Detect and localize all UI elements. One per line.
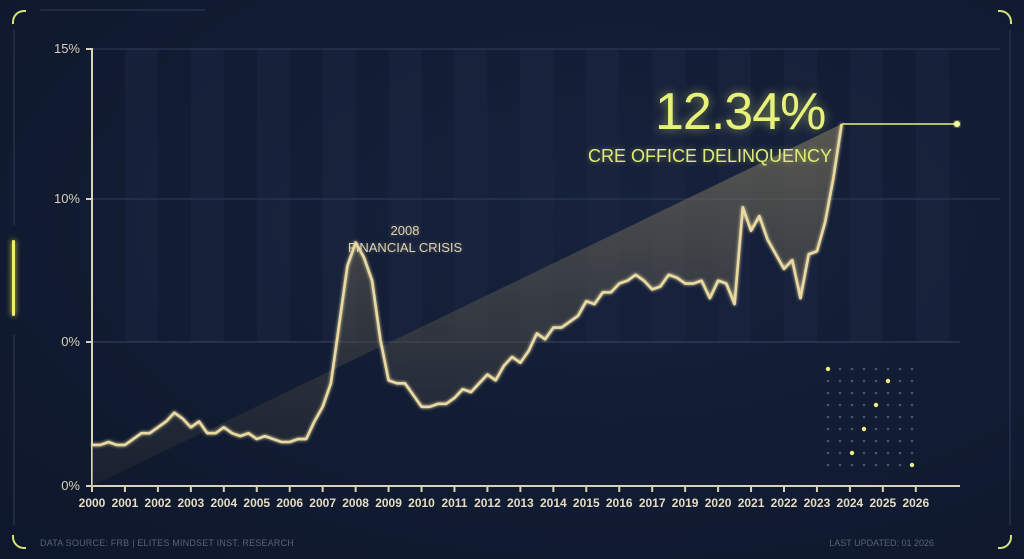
x-tick-label: 2026 (902, 496, 930, 510)
x-tick-label: 2011 (441, 496, 468, 510)
y-tick-label: 0% (61, 478, 80, 493)
corner-bracket-top-left (12, 10, 26, 24)
highlight-value: 12.34% (655, 83, 826, 141)
annotation-year: 2008 (390, 223, 420, 238)
x-tick-label: 2023 (803, 496, 831, 510)
x-tick-label: 2021 (737, 496, 765, 510)
last-updated: LAST UPDATED: 01 2026 (829, 538, 934, 548)
x-tick-label: 2003 (177, 496, 205, 510)
x-tick-label: 2012 (474, 496, 501, 510)
x-tick-label: 2007 (309, 496, 337, 510)
x-tick-label: 2005 (243, 496, 271, 510)
left-accent-bar (12, 240, 15, 316)
x-tick-label: 2016 (605, 496, 633, 510)
x-tick-label: 2006 (276, 496, 304, 510)
y-tick-label: 10% (53, 191, 80, 206)
highlight-label: CRE OFFICE DELINQUENCY (588, 146, 833, 166)
x-tick-label: 2013 (507, 496, 534, 510)
data-source: DATA SOURCE: FRB | ELITES MINDSET INST. … (40, 538, 294, 548)
x-tick-label: 2010 (408, 496, 435, 510)
x-tick-label: 2009 (375, 496, 402, 510)
x-tick-label: 2022 (770, 496, 798, 510)
x-tick-label: 2002 (144, 496, 172, 510)
x-tick-label: 2025 (869, 496, 897, 510)
x-tick-label: 2020 (704, 496, 732, 510)
x-tick-label: 2014 (539, 496, 567, 510)
x-tick-label: 2019 (671, 496, 699, 510)
x-tick-label: 2004 (210, 496, 238, 510)
x-tick-label: 2001 (111, 496, 139, 510)
x-tick-label: 2000 (78, 496, 106, 510)
corner-bracket-bottom-left (12, 535, 26, 549)
decorative-dot-grid (825, 366, 915, 468)
crisis-annotation: 2008 FINANCIAL CRISIS (340, 222, 470, 256)
x-tick-label: 2008 (342, 496, 369, 510)
y-tick-label: 0% (61, 334, 80, 349)
corner-bracket-top-right (998, 10, 1012, 24)
x-tick-label: 2017 (638, 496, 666, 510)
x-tick-label: 2024 (836, 496, 864, 510)
y-tick-label: 15% (53, 41, 80, 56)
x-tick-label: 2015 (572, 496, 600, 510)
annotation-text: FINANCIAL CRISIS (347, 240, 463, 255)
